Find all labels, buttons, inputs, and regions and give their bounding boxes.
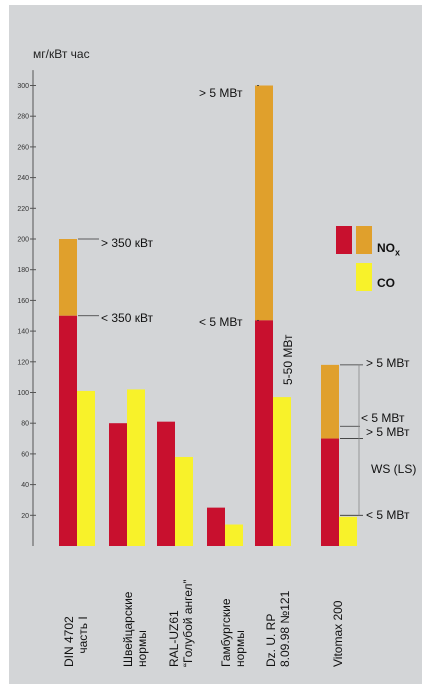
y-tick-label-200: 200 — [17, 237, 29, 244]
bar-co-5 — [339, 516, 357, 546]
annotation-vito-ws: WS (LS) — [371, 462, 417, 476]
legend-label-co: CO — [377, 276, 395, 290]
y-tick-label-280: 280 — [17, 114, 29, 121]
y-tick-label-220: 220 — [17, 206, 29, 213]
legend-swatch-co — [356, 263, 372, 291]
bar-nox-high-0 — [59, 239, 77, 316]
bar-co-3 — [225, 524, 243, 546]
y-tick-label-20: 20 — [21, 513, 29, 520]
y-tick-label-140: 140 — [17, 329, 29, 336]
annotation-dz-co: 5-50 МВт — [281, 334, 295, 385]
category-label-ral: RAL-UZ61 “Голубой ангел” — [167, 579, 195, 667]
y-tick-label-300: 300 — [17, 83, 29, 90]
annotation-vito-mid: < 5 МВт — [361, 411, 405, 425]
legend-swatch-nox-low — [336, 226, 352, 254]
y-tick-label-260: 260 — [17, 144, 29, 151]
y-tick-label-100: 100 — [17, 390, 29, 397]
category-label-din: DIN 4702 часть I — [62, 616, 90, 667]
annotation-din-high: > 350 кВт — [101, 236, 154, 250]
y-tick-label-120: 120 — [17, 359, 29, 366]
category-label-swiss: Швейцарские нормы — [121, 591, 149, 667]
y-axis-label: мг/кВт час — [33, 47, 90, 61]
annotation-din-low: < 350 кВт — [101, 311, 154, 325]
bar-nox-low-5 — [321, 438, 339, 546]
y-tick-label-40: 40 — [21, 482, 29, 489]
legend-swatch-nox-high — [356, 226, 372, 254]
bar-co-2 — [175, 456, 193, 546]
annotation-vito-co: < 5 МВт — [366, 508, 410, 522]
y-tick-label-240: 240 — [17, 175, 29, 182]
category-label-dz: Dz. U. RP 8.09.98 №121 — [264, 590, 292, 667]
bar-nox-low-3 — [207, 507, 225, 546]
bar-nox-low-4 — [255, 320, 273, 546]
bar-nox-low-2 — [157, 421, 175, 546]
legend-label-nox: NOx — [377, 241, 401, 258]
chart-figure: 20 40 60 80 100 120 140 160 180 200 220 240 260 280 30… — [9, 5, 422, 684]
bar-nox-high-5 — [321, 364, 339, 439]
y-tick-label-180: 180 — [17, 267, 29, 274]
chart-canvas: 20 40 60 80 100 120 140 160 180 200 220 240 260 280 30… — [17, 70, 372, 546]
category-label-hamburg: Гамбургские нормы — [219, 598, 247, 667]
y-tick-label-80: 80 — [21, 421, 29, 428]
annotation-vito-high: > 5 МВт — [366, 356, 410, 370]
bar-nox-high-4 — [255, 85, 273, 321]
bar-nox-low-0 — [59, 315, 77, 546]
bar-co-1 — [127, 389, 145, 546]
annotation-dz-low: < 5 МВт — [199, 315, 243, 329]
bar-co-0 — [77, 390, 95, 546]
y-tick-label-60: 60 — [21, 451, 29, 458]
annotation-dz-high: > 5 МВт — [199, 86, 243, 100]
annotation-vito-nox: > 5 МВт — [366, 425, 410, 439]
bar-co-4 — [273, 397, 291, 546]
y-tick-label-160: 160 — [17, 298, 29, 305]
bar-nox-low-1 — [109, 423, 127, 546]
category-label-vitomax: Vitomax 200 — [331, 600, 345, 668]
